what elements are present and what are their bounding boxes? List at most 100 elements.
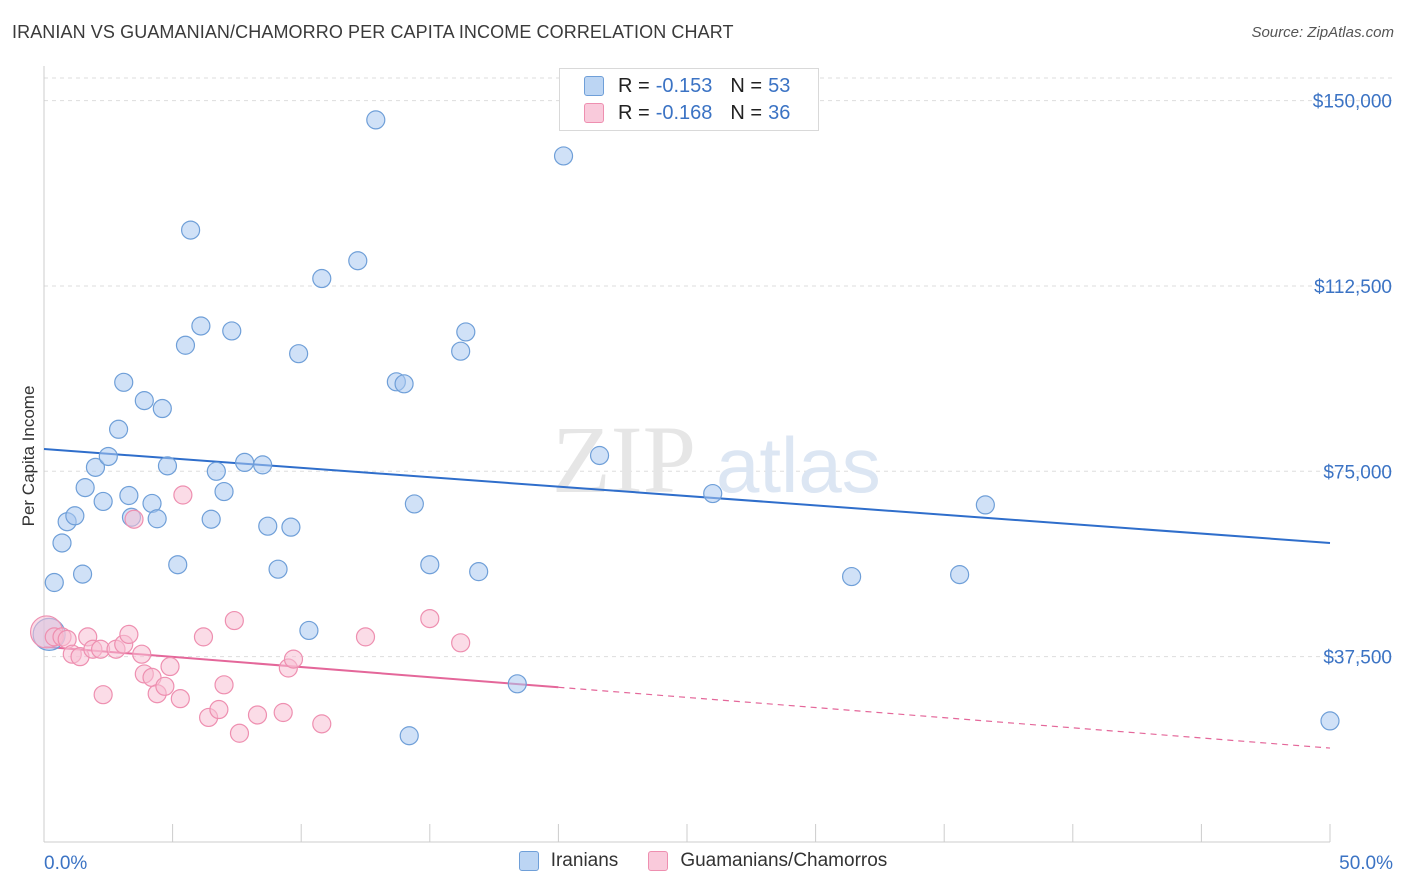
iranian-point [75,478,95,498]
guamanian-point [451,633,471,653]
axes [43,66,1331,843]
iranian-point [181,220,201,240]
series-swatch-iranians [518,851,539,871]
iranian-point [456,322,476,342]
guamanian-point [209,699,229,720]
iranian-point [258,516,278,536]
iranian-point [108,419,129,439]
iranian-point [404,494,424,514]
iranian-point [703,483,723,504]
iranian-point [312,268,332,289]
trend-line-1-solid [43,645,559,689]
x-tick-label: 50.0% [1339,853,1393,874]
iranian-point [289,344,309,364]
iranian-point [152,398,172,419]
data-points [29,110,1340,746]
iranian-point [175,335,196,355]
iranian-point [147,509,167,529]
series-legend: Iranians Guamanians/Chamorros [0,850,1406,872]
y-tick-label: $75,000 [1323,462,1392,483]
iranian-point [553,146,574,166]
iranian-point [507,674,527,694]
y-tick-label: $112,500 [1314,277,1392,298]
guamanian-point [355,627,376,647]
iranian-point [253,455,273,475]
iranian-point [589,445,610,466]
iranian-point [281,517,301,537]
x-tick-label: 0.0% [44,853,87,874]
iranian-point [268,559,288,579]
iranian-point [98,446,118,467]
guamanian-point [312,714,332,734]
iranian-point [394,374,414,394]
legend-swatch-guamanians [584,103,604,123]
iranian-point [72,564,93,584]
guamanian-point [173,485,193,505]
iranian-point [842,566,862,587]
guamanian-point [214,675,234,695]
legend-n-value: 36 [768,101,791,124]
legend-row-guamanians: R = -0.168 N = 36 [584,100,790,126]
legend-r-value: -0.153 [655,74,713,97]
guamanian-point [283,649,304,669]
iranian-point [206,461,226,481]
guamanian-point [420,608,440,629]
legend-r-label: R = [618,101,650,124]
iranian-point [157,456,178,476]
y-tick-label: $150,000 [1313,92,1392,113]
iranian-point [168,555,188,575]
legend-r-value: -0.168 [655,101,713,124]
legend-r-label: R = [618,74,650,97]
series-swatch-guamanians [648,851,669,871]
legend-n-label: N = [730,74,763,97]
correlation-legend: R = -0.153 N = 53 R = -0.168 N = 36 [559,68,819,131]
y-tick-labels: $37,500 $75,000 $112,500 $150,000 [1313,92,1392,669]
guamanian-point [229,723,250,743]
iranian-point [469,562,489,582]
iranian-point [366,110,386,130]
legend-swatch-iranians [584,76,604,96]
series-legend-iranians[interactable]: Iranians [518,850,619,872]
iranian-point [191,316,211,336]
series-label-guamanians: Guamanians/Chamorros [680,850,888,871]
iranian-point [451,341,471,361]
iranian-point [93,491,113,512]
guamanian-point [119,624,139,645]
legend-n-value: 53 [768,74,791,97]
iranian-point [201,509,221,529]
guamanian-point [273,702,293,723]
watermark-zip: ZIP [552,406,696,513]
guamanian-point [155,676,175,696]
guamanian-point [124,509,144,529]
guamanian-point [247,705,268,725]
watermark: ZIP atlas [552,406,881,513]
trend-line-1-dashed [558,686,1331,749]
series-label-iranians: Iranians [550,850,619,871]
guamanian-point [193,627,214,647]
iranian-point [44,572,64,593]
iranian-point [399,726,419,746]
iranian-point [975,495,995,515]
iranian-point [214,481,234,502]
guamanian-point [160,656,180,677]
iranian-point [222,321,242,341]
iranian-point [85,457,106,477]
watermark-atlas: atlas [716,421,881,509]
legend-n-label: N = [730,101,763,124]
y-tick-label: $37,500 [1323,648,1392,669]
iranian-point [950,565,970,585]
guamanian-point [170,689,190,709]
x-tick-labels: 0.0% 50.0% [44,853,1393,874]
iranian-point [420,555,440,575]
iranian-point [134,391,154,411]
iranian-point [52,533,72,553]
gridlines [44,77,1394,658]
iranian-point [114,372,134,392]
series-legend-guamanians[interactable]: Guamanians/Chamorros [648,850,887,872]
guamanian-point [132,644,152,664]
guamanian-point [93,685,113,705]
guamanian-point [224,610,244,631]
iranian-point [348,251,368,271]
source-credit: Source: ZipAtlas.com [1251,24,1394,41]
